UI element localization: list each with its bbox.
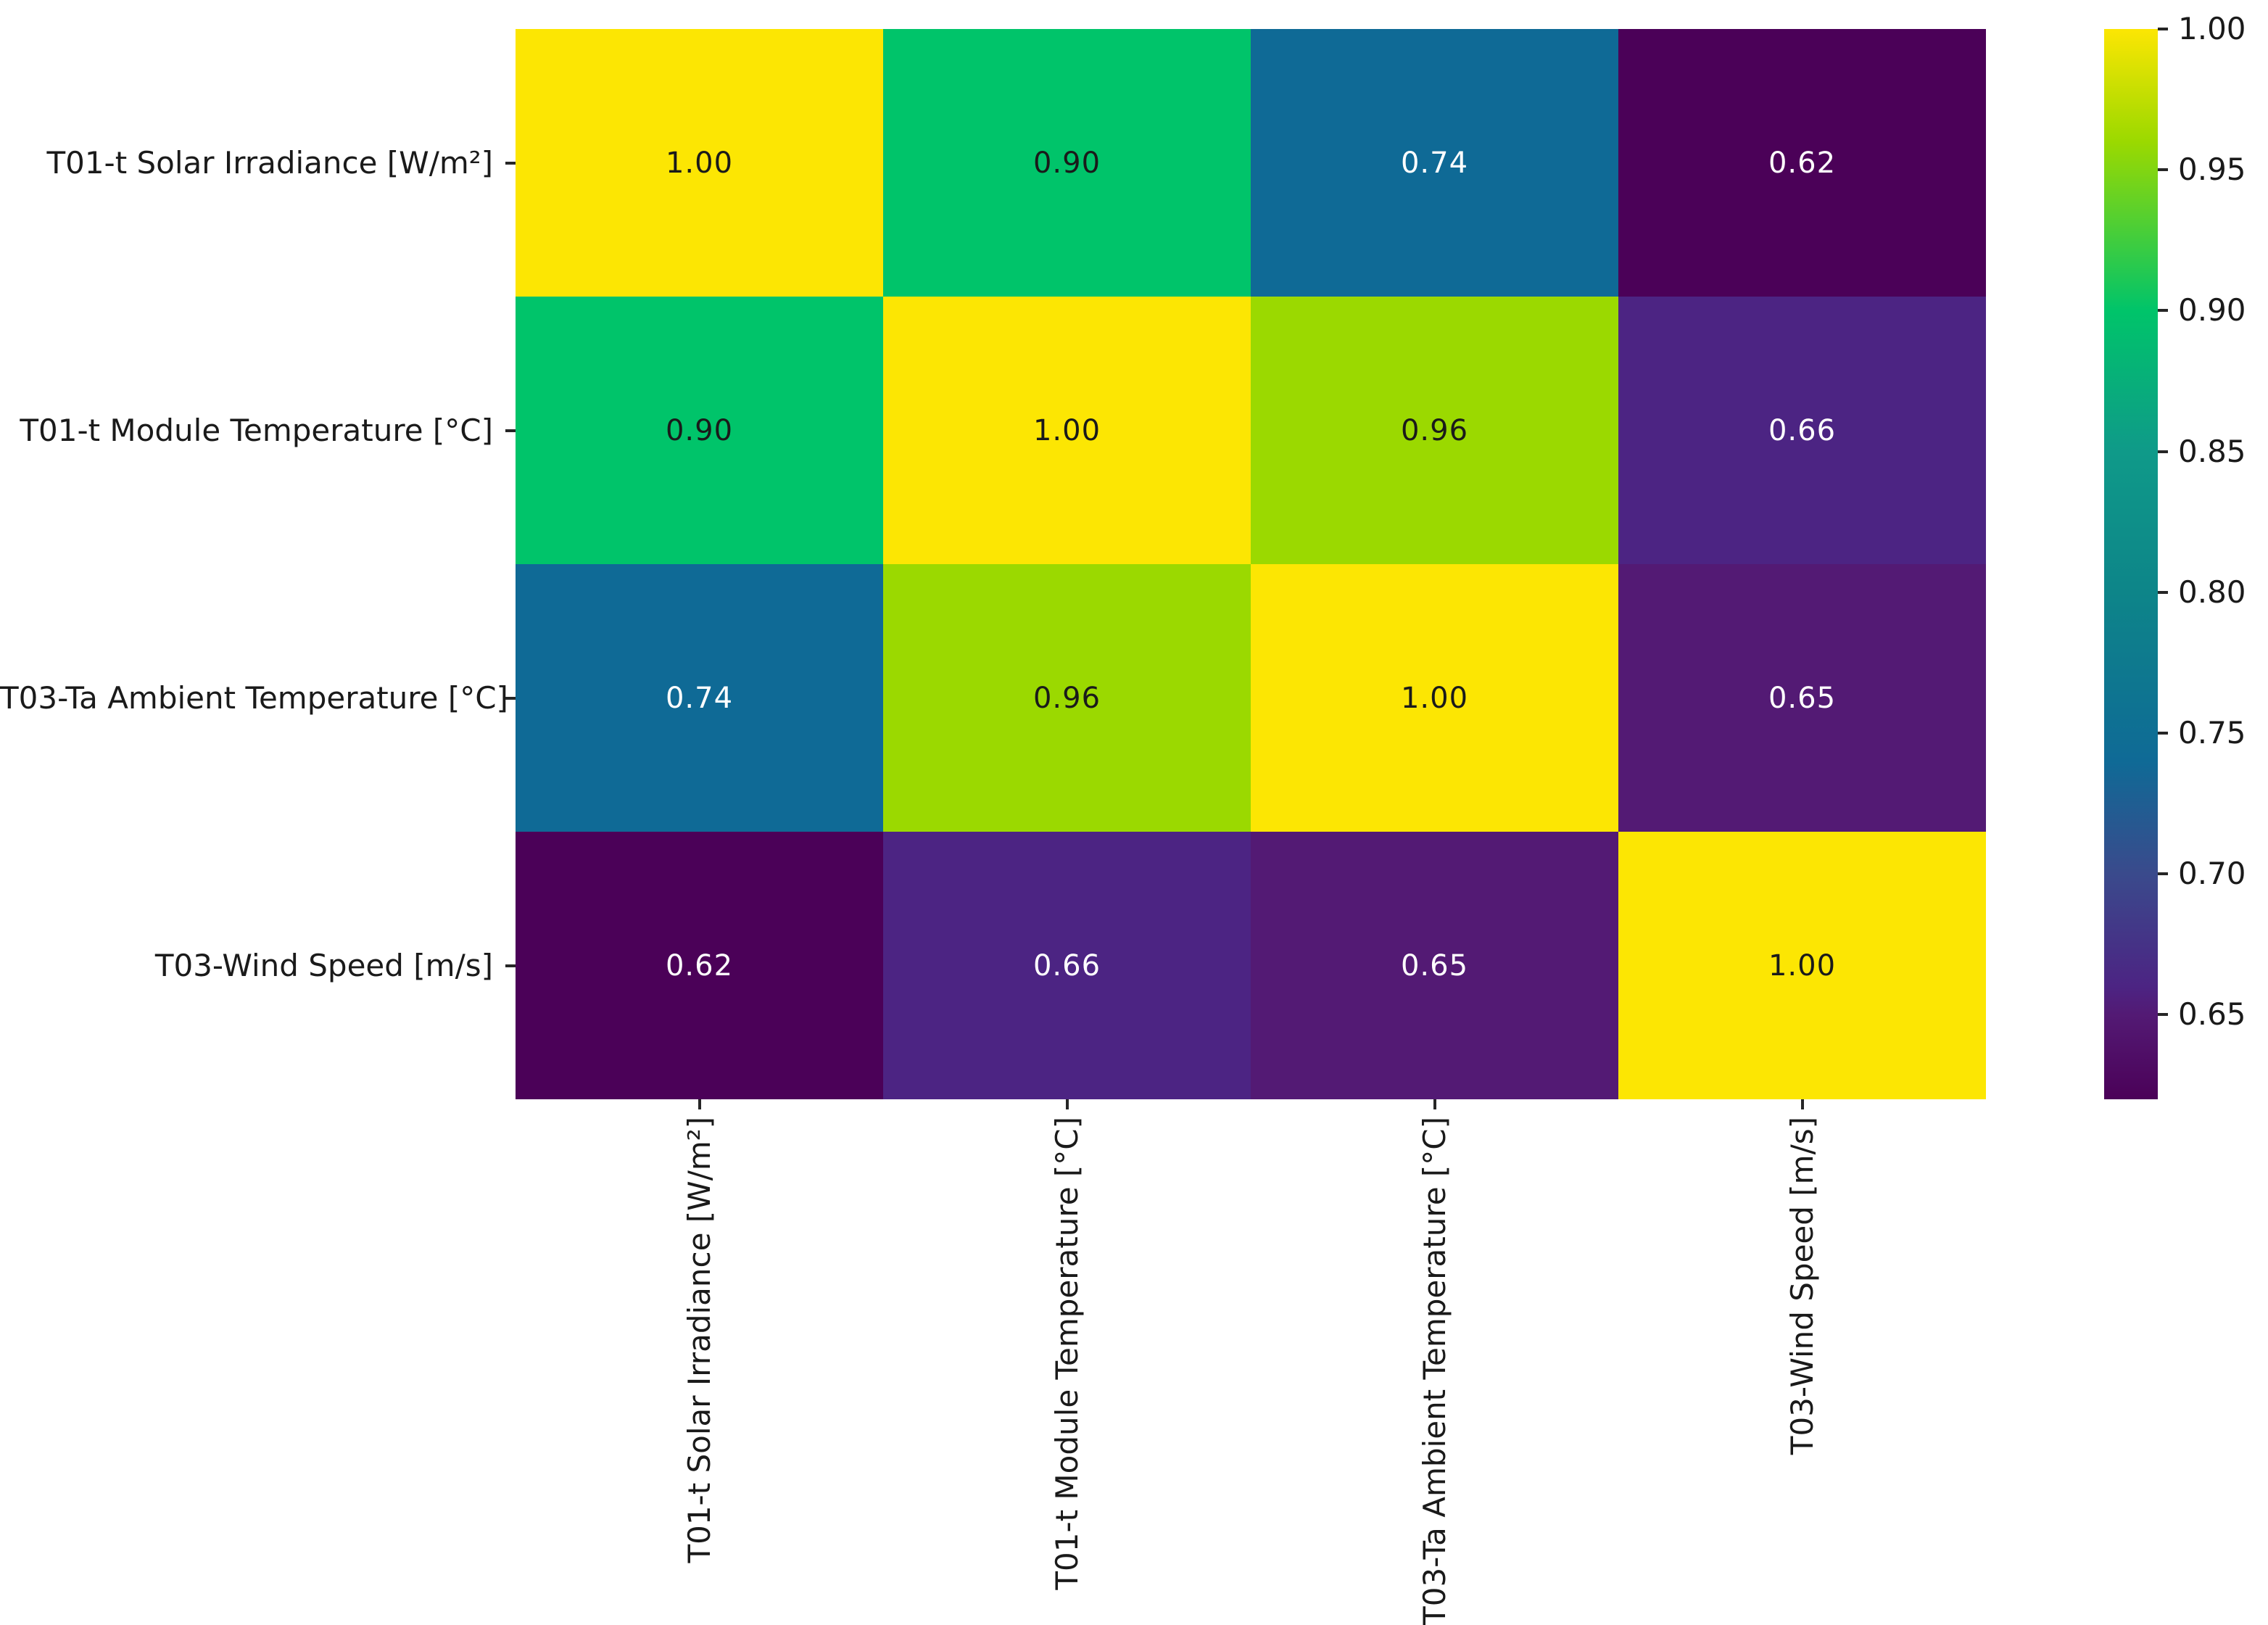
- cell-value: 0.90: [665, 413, 734, 447]
- heatmap-cell-r3c3: 1.00: [1618, 832, 1986, 1099]
- heatmap-cell-r2c2: 1.00: [1251, 564, 1618, 832]
- colorbar-tick-mark-3: [2158, 450, 2168, 453]
- x-tick-mark-2: [1433, 1099, 1436, 1109]
- cell-value: 1.00: [665, 146, 734, 180]
- cell-value: 1.00: [1400, 681, 1469, 715]
- y-tick-mark-1: [505, 429, 516, 432]
- heatmap-cell-r2c1: 0.96: [883, 564, 1251, 832]
- colorbar-tick-label-3: 0.85: [2178, 433, 2246, 469]
- x-tick-label-2: T03-Ta Ambient Temperature [°C]: [1416, 1117, 1452, 1625]
- cell-value: 0.66: [1768, 413, 1837, 447]
- colorbar-tick-mark-2: [2158, 309, 2168, 313]
- heatmap-cell-r0c3: 0.62: [1618, 29, 1986, 297]
- y-tick-label-1: T01-t Module Temperature [°C]: [20, 412, 493, 448]
- colorbar-tick-mark-0: [2158, 28, 2168, 30]
- x-tick-mark-0: [698, 1099, 701, 1109]
- y-tick-mark-3: [505, 964, 516, 967]
- cell-value: 0.96: [1032, 681, 1101, 715]
- cell-value: 1.00: [1768, 948, 1837, 983]
- heatmap-cell-r2c0: 0.74: [516, 564, 883, 832]
- y-tick-mark-2: [505, 696, 516, 700]
- colorbar-tick-label-7: 0.65: [2178, 996, 2246, 1033]
- y-tick-label-0: T01-t Solar Irradiance [W/m²]: [46, 144, 493, 181]
- heatmap-cell-r1c0: 0.90: [516, 297, 883, 564]
- heatmap-cell-r2c3: 0.65: [1618, 564, 1986, 832]
- cell-value: 0.62: [665, 948, 734, 983]
- x-tick-label-0: T01-t Solar Irradiance [W/m²]: [681, 1117, 717, 1563]
- x-tick-mark-1: [1065, 1099, 1069, 1109]
- cell-value: 1.00: [1032, 413, 1101, 447]
- x-tick-mark-3: [1800, 1099, 1804, 1109]
- heatmap-cell-r0c2: 0.74: [1251, 29, 1618, 297]
- cell-value: 0.90: [1032, 146, 1101, 180]
- cell-value: 0.74: [665, 681, 734, 715]
- colorbar-tick-label-4: 0.80: [2178, 574, 2246, 610]
- colorbar-tick-mark-5: [2158, 732, 2168, 735]
- cell-value: 0.65: [1768, 681, 1837, 715]
- colorbar-tick-label-0: 1.00: [2178, 11, 2246, 46]
- cell-value: 0.66: [1032, 948, 1101, 983]
- cell-value: 0.62: [1768, 146, 1837, 180]
- colorbar-tick-label-2: 0.90: [2178, 292, 2246, 328]
- x-tick-label-1: T01-t Module Temperature [°C]: [1048, 1117, 1085, 1590]
- heatmap-cell-r3c2: 0.65: [1251, 832, 1618, 1099]
- colorbar-tick-label-1: 0.95: [2178, 152, 2246, 188]
- x-tick-label-3: T03-Wind Speed [m/s]: [1784, 1117, 1820, 1455]
- heatmap-cell-r1c1: 1.00: [883, 297, 1251, 564]
- heatmap-cell-r0c0: 1.00: [516, 29, 883, 297]
- colorbar-tick-label-5: 0.75: [2178, 715, 2246, 751]
- heatmap-cell-r3c0: 0.62: [516, 832, 883, 1099]
- colorbar-gradient: [2104, 29, 2158, 1099]
- cell-value: 0.65: [1400, 948, 1469, 983]
- y-tick-label-3: T03-Wind Speed [m/s]: [154, 947, 493, 983]
- colorbar-tick-label-6: 0.70: [2178, 856, 2246, 892]
- heatmap-cell-r1c2: 0.96: [1251, 297, 1618, 564]
- colorbar-tick-mark-6: [2158, 872, 2168, 876]
- heatmap-cell-r3c1: 0.66: [883, 832, 1251, 1099]
- heatmap-cell-r0c1: 0.90: [883, 29, 1251, 297]
- colorbar-tick-mark-1: [2158, 168, 2168, 172]
- y-tick-mark-0: [505, 161, 516, 165]
- colorbar-tick-mark-4: [2158, 590, 2168, 594]
- y-tick-label-2: T03-Ta Ambient Temperature [°C]: [0, 679, 508, 716]
- heatmap-cell-r1c3: 0.66: [1618, 297, 1986, 564]
- cell-value: 0.96: [1400, 413, 1469, 447]
- colorbar-tick-mark-7: [2158, 1013, 2168, 1017]
- cell-value: 0.74: [1400, 146, 1469, 180]
